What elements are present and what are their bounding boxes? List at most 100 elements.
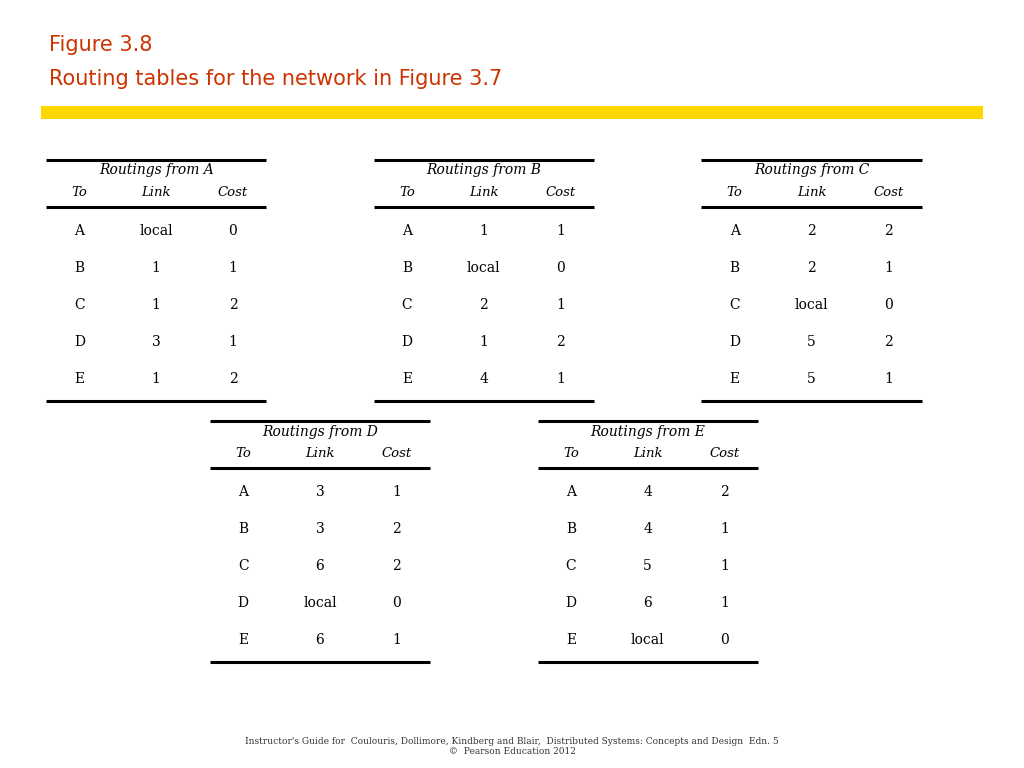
Text: 0: 0 [556,261,565,275]
Text: 1: 1 [884,261,893,275]
Text: E: E [566,633,575,647]
Text: A: A [75,224,84,238]
Text: 5: 5 [807,335,816,349]
Text: A: A [566,485,575,499]
Text: A: A [239,485,248,499]
Text: Cost: Cost [218,186,248,198]
Text: Cost: Cost [382,447,412,459]
Text: Link: Link [141,186,171,198]
Text: 1: 1 [720,596,729,610]
Text: 2: 2 [228,372,238,386]
Text: To: To [236,447,251,459]
Text: E: E [730,372,739,386]
Text: 4: 4 [643,522,652,536]
Text: C: C [565,559,577,573]
Text: E: E [75,372,84,386]
Text: 1: 1 [479,335,488,349]
Text: 0: 0 [392,596,401,610]
Text: Routings from C: Routings from C [754,164,869,177]
Text: 2: 2 [228,298,238,312]
Text: To: To [727,186,742,198]
Text: A: A [730,224,739,238]
Text: 2: 2 [884,335,893,349]
Text: 5: 5 [807,372,816,386]
Text: 2: 2 [807,261,816,275]
Text: C: C [74,298,85,312]
Text: 1: 1 [392,633,401,647]
Text: 0: 0 [720,633,729,647]
Text: Link: Link [633,447,663,459]
Text: D: D [401,335,413,349]
Text: 1: 1 [556,224,565,238]
Text: 5: 5 [643,559,652,573]
Text: Instructor's Guide for  Coulouris, Dollimore, Kindberg and Blair,  Distributed S: Instructor's Guide for Coulouris, Dollim… [245,737,779,746]
Text: 1: 1 [152,372,161,386]
Text: 2: 2 [556,335,565,349]
Text: 1: 1 [556,298,565,312]
Text: B: B [75,261,84,275]
Text: Routings from D: Routings from D [262,425,378,439]
Text: Routings from B: Routings from B [426,164,542,177]
Text: 1: 1 [720,559,729,573]
Text: Link: Link [797,186,826,198]
Text: 1: 1 [152,298,161,312]
Text: Cost: Cost [546,186,575,198]
Text: D: D [565,596,577,610]
Text: B: B [402,261,412,275]
Text: local: local [467,261,501,275]
Text: ©  Pearson Education 2012: © Pearson Education 2012 [449,747,575,756]
Text: To: To [399,186,415,198]
Text: 1: 1 [479,224,488,238]
Text: D: D [238,596,249,610]
Text: 6: 6 [315,633,325,647]
Text: D: D [729,335,740,349]
Text: B: B [730,261,739,275]
Text: 1: 1 [556,372,565,386]
Text: Figure 3.8: Figure 3.8 [49,35,153,55]
Text: C: C [238,559,249,573]
Text: A: A [402,224,412,238]
Text: 1: 1 [884,372,893,386]
Text: Routings from E: Routings from E [590,425,706,439]
Bar [41,106,983,119]
Text: B: B [566,522,575,536]
Text: 1: 1 [720,522,729,536]
Text: 4: 4 [479,372,488,386]
Text: local: local [303,596,337,610]
Text: To: To [563,447,579,459]
Text: 2: 2 [479,298,488,312]
Text: 2: 2 [392,522,401,536]
Text: 1: 1 [152,261,161,275]
Text: B: B [239,522,248,536]
Text: 3: 3 [315,522,325,536]
Text: 0: 0 [884,298,893,312]
Text: 1: 1 [228,261,238,275]
Text: C: C [729,298,740,312]
Text: local: local [631,633,665,647]
Text: To: To [72,186,87,198]
Text: Link: Link [469,186,499,198]
Text: 4: 4 [643,485,652,499]
Text: 0: 0 [228,224,238,238]
Text: Cost: Cost [710,447,739,459]
Text: 3: 3 [315,485,325,499]
Text: E: E [239,633,248,647]
Text: E: E [402,372,412,386]
Text: local: local [139,224,173,238]
Text: 1: 1 [228,335,238,349]
Text: 6: 6 [643,596,652,610]
Text: 2: 2 [720,485,729,499]
Text: Routings from A: Routings from A [98,164,214,177]
Text: 2: 2 [884,224,893,238]
Text: Link: Link [305,447,335,459]
Text: 3: 3 [152,335,161,349]
Text: D: D [74,335,85,349]
Text: C: C [401,298,413,312]
Text: Routing tables for the network in Figure 3.7: Routing tables for the network in Figure… [49,69,503,89]
Text: 1: 1 [392,485,401,499]
Text: local: local [795,298,828,312]
Text: 6: 6 [315,559,325,573]
Text: 2: 2 [807,224,816,238]
Text: 2: 2 [392,559,401,573]
Text: Cost: Cost [873,186,903,198]
